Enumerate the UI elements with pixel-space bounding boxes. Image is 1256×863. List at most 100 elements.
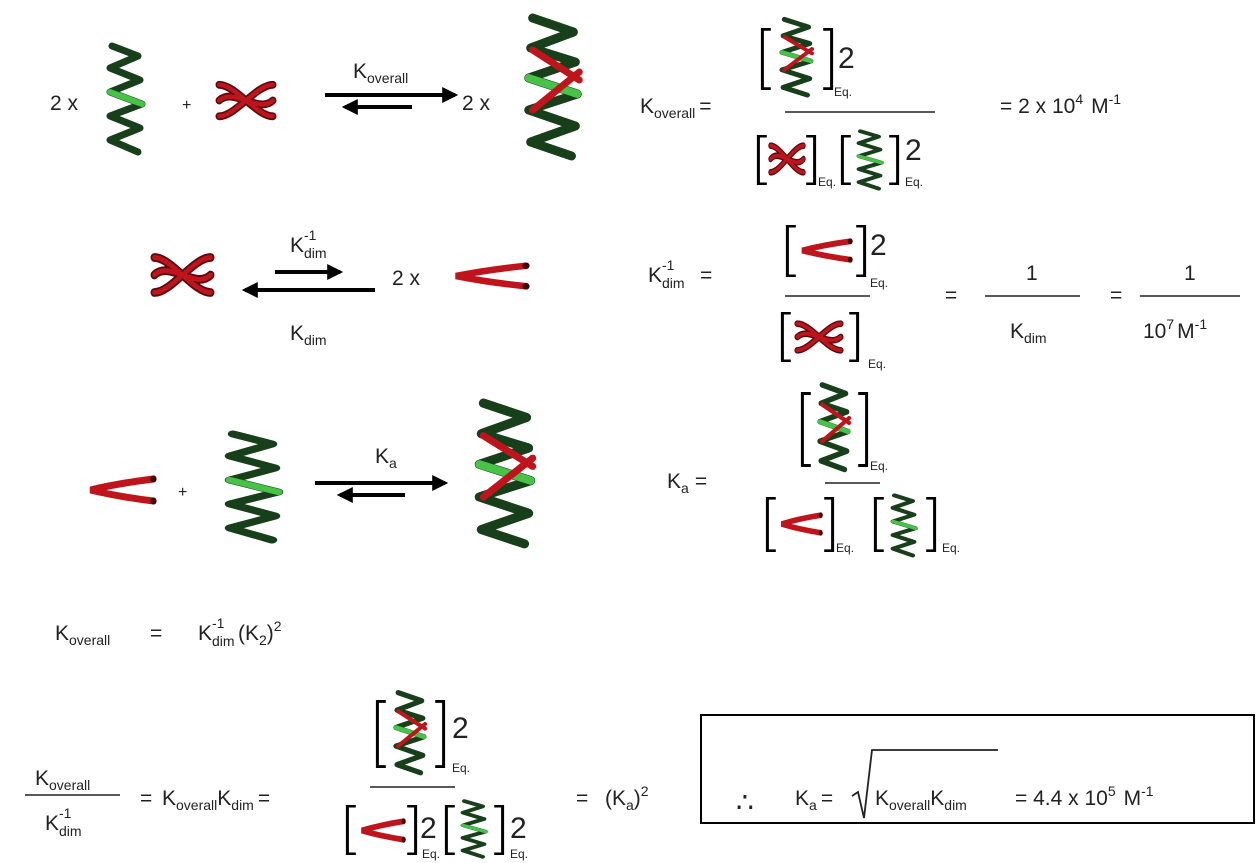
text: Koverall <box>35 767 90 793</box>
radicand-base-1: K <box>875 787 889 810</box>
numerator-state: Eq. <box>870 459 888 473</box>
arrow-label: Kdim <box>290 322 327 348</box>
lhs: K <box>648 264 662 287</box>
lhs-sub: a <box>681 480 689 496</box>
icon <box>806 136 814 184</box>
product-equals: = <box>258 787 270 810</box>
lhs-sub: overall <box>69 632 110 648</box>
icon <box>407 806 415 854</box>
reverse-label-base: K <box>290 322 304 345</box>
icon <box>494 806 502 854</box>
icon <box>820 385 849 470</box>
icon <box>782 313 790 361</box>
text: (K2)2 <box>238 618 282 648</box>
rhs-factor-close: ) <box>267 622 274 645</box>
coefficient: 2 x <box>462 92 491 115</box>
reaction-dimer-product-coefficient: 2 x <box>392 267 421 290</box>
result-exponent: 4 <box>1075 91 1083 107</box>
icon <box>154 258 210 293</box>
icon <box>230 434 278 540</box>
dimer-icon <box>219 85 273 117</box>
icon <box>90 476 156 505</box>
icon <box>893 495 915 555</box>
helix-icon <box>110 46 142 152</box>
text: Ka <box>375 445 397 471</box>
icon <box>875 498 883 551</box>
icon <box>479 403 532 544</box>
lhs-equals: = <box>700 264 712 287</box>
icon <box>362 818 406 842</box>
icon <box>396 693 425 773</box>
denominator-unit-exponent: -1 <box>1195 316 1208 332</box>
denominator-exponent: 7 <box>1166 316 1174 332</box>
denominator-helix-power: 2 <box>905 134 922 167</box>
result-prefix: = 2 x 10 <box>1000 95 1075 118</box>
denominator-helix-state: Eq. <box>905 175 923 189</box>
coefficient: 2 x <box>50 92 79 115</box>
icon <box>849 313 857 361</box>
lhs-base: K <box>55 622 69 645</box>
result-sub: a <box>626 797 634 813</box>
numerator-state: Eq. <box>870 276 888 290</box>
product-base-2: K <box>217 787 231 810</box>
value-exponent: 5 <box>1108 783 1116 799</box>
denominator-sub: dim <box>59 823 82 839</box>
denominator-monomer-state: Eq. <box>836 541 854 555</box>
product-sub-1: overall <box>176 797 217 813</box>
text: Kdim <box>1010 320 1047 346</box>
icon <box>758 136 766 184</box>
product-base-1: K <box>162 787 176 810</box>
numerator-sub: overall <box>49 777 90 793</box>
icon <box>435 701 443 766</box>
arrow-label-sub: a <box>389 455 397 471</box>
value-numerator: 1 <box>1184 262 1196 285</box>
denominator-base: K <box>1010 320 1024 343</box>
lhs-sub: overall <box>654 105 695 121</box>
arrow-label: K <box>290 234 304 257</box>
lhs-sub: a <box>809 797 817 813</box>
icon <box>858 394 866 466</box>
lhs-equals: = <box>821 787 833 810</box>
rhs-factor: (K <box>238 622 259 645</box>
value-unit-exponent: -1 <box>1141 783 1154 799</box>
product-sub-2: dim <box>231 797 254 813</box>
arrow-label-base: K <box>375 445 389 468</box>
denominator-sub: dim <box>1024 330 1047 346</box>
result-unit: M <box>1091 95 1109 118</box>
denominator-helix-state: Eq. <box>942 541 960 555</box>
radicand-base-2: K <box>930 787 944 810</box>
rhs-factor-sub: 2 <box>259 632 267 648</box>
denominator-sup: -1 <box>59 805 72 821</box>
lhs-base: K <box>640 95 654 118</box>
icon <box>762 29 770 89</box>
icon <box>463 801 485 857</box>
plus: + <box>182 97 191 114</box>
icon <box>781 512 822 535</box>
equation-dimer-equals-1: = <box>945 284 957 307</box>
fraction-monomer-state: Eq. <box>422 847 440 861</box>
result-box <box>701 715 1254 823</box>
icon <box>842 136 850 184</box>
rhs-sup: -1 <box>212 615 225 631</box>
numerator-power: 2 <box>870 229 887 262</box>
fraction-numerator-power: 2 <box>452 712 469 745</box>
value-prefix: = 4.4 x 10 <box>1015 787 1108 810</box>
forward-label-sub: dim <box>304 245 327 261</box>
icon <box>797 324 840 351</box>
text: Ka= <box>795 787 833 813</box>
icon <box>446 806 454 854</box>
icon <box>347 806 355 854</box>
denominator-mantissa: 10 <box>1143 320 1166 343</box>
numerator-state: Eq. <box>834 85 852 99</box>
icon <box>771 146 804 173</box>
lhs-equals: = <box>699 95 711 118</box>
arrow-label: Koverall <box>353 60 408 86</box>
text: KoverallKdim= <box>162 787 270 813</box>
text: Ka= <box>667 470 707 496</box>
forward-label-sup: -1 <box>304 227 317 243</box>
text: KoverallKdim <box>875 787 967 813</box>
derivation-equals-1: = <box>140 787 152 810</box>
result-unit-exponent: -1 <box>1109 91 1122 107</box>
